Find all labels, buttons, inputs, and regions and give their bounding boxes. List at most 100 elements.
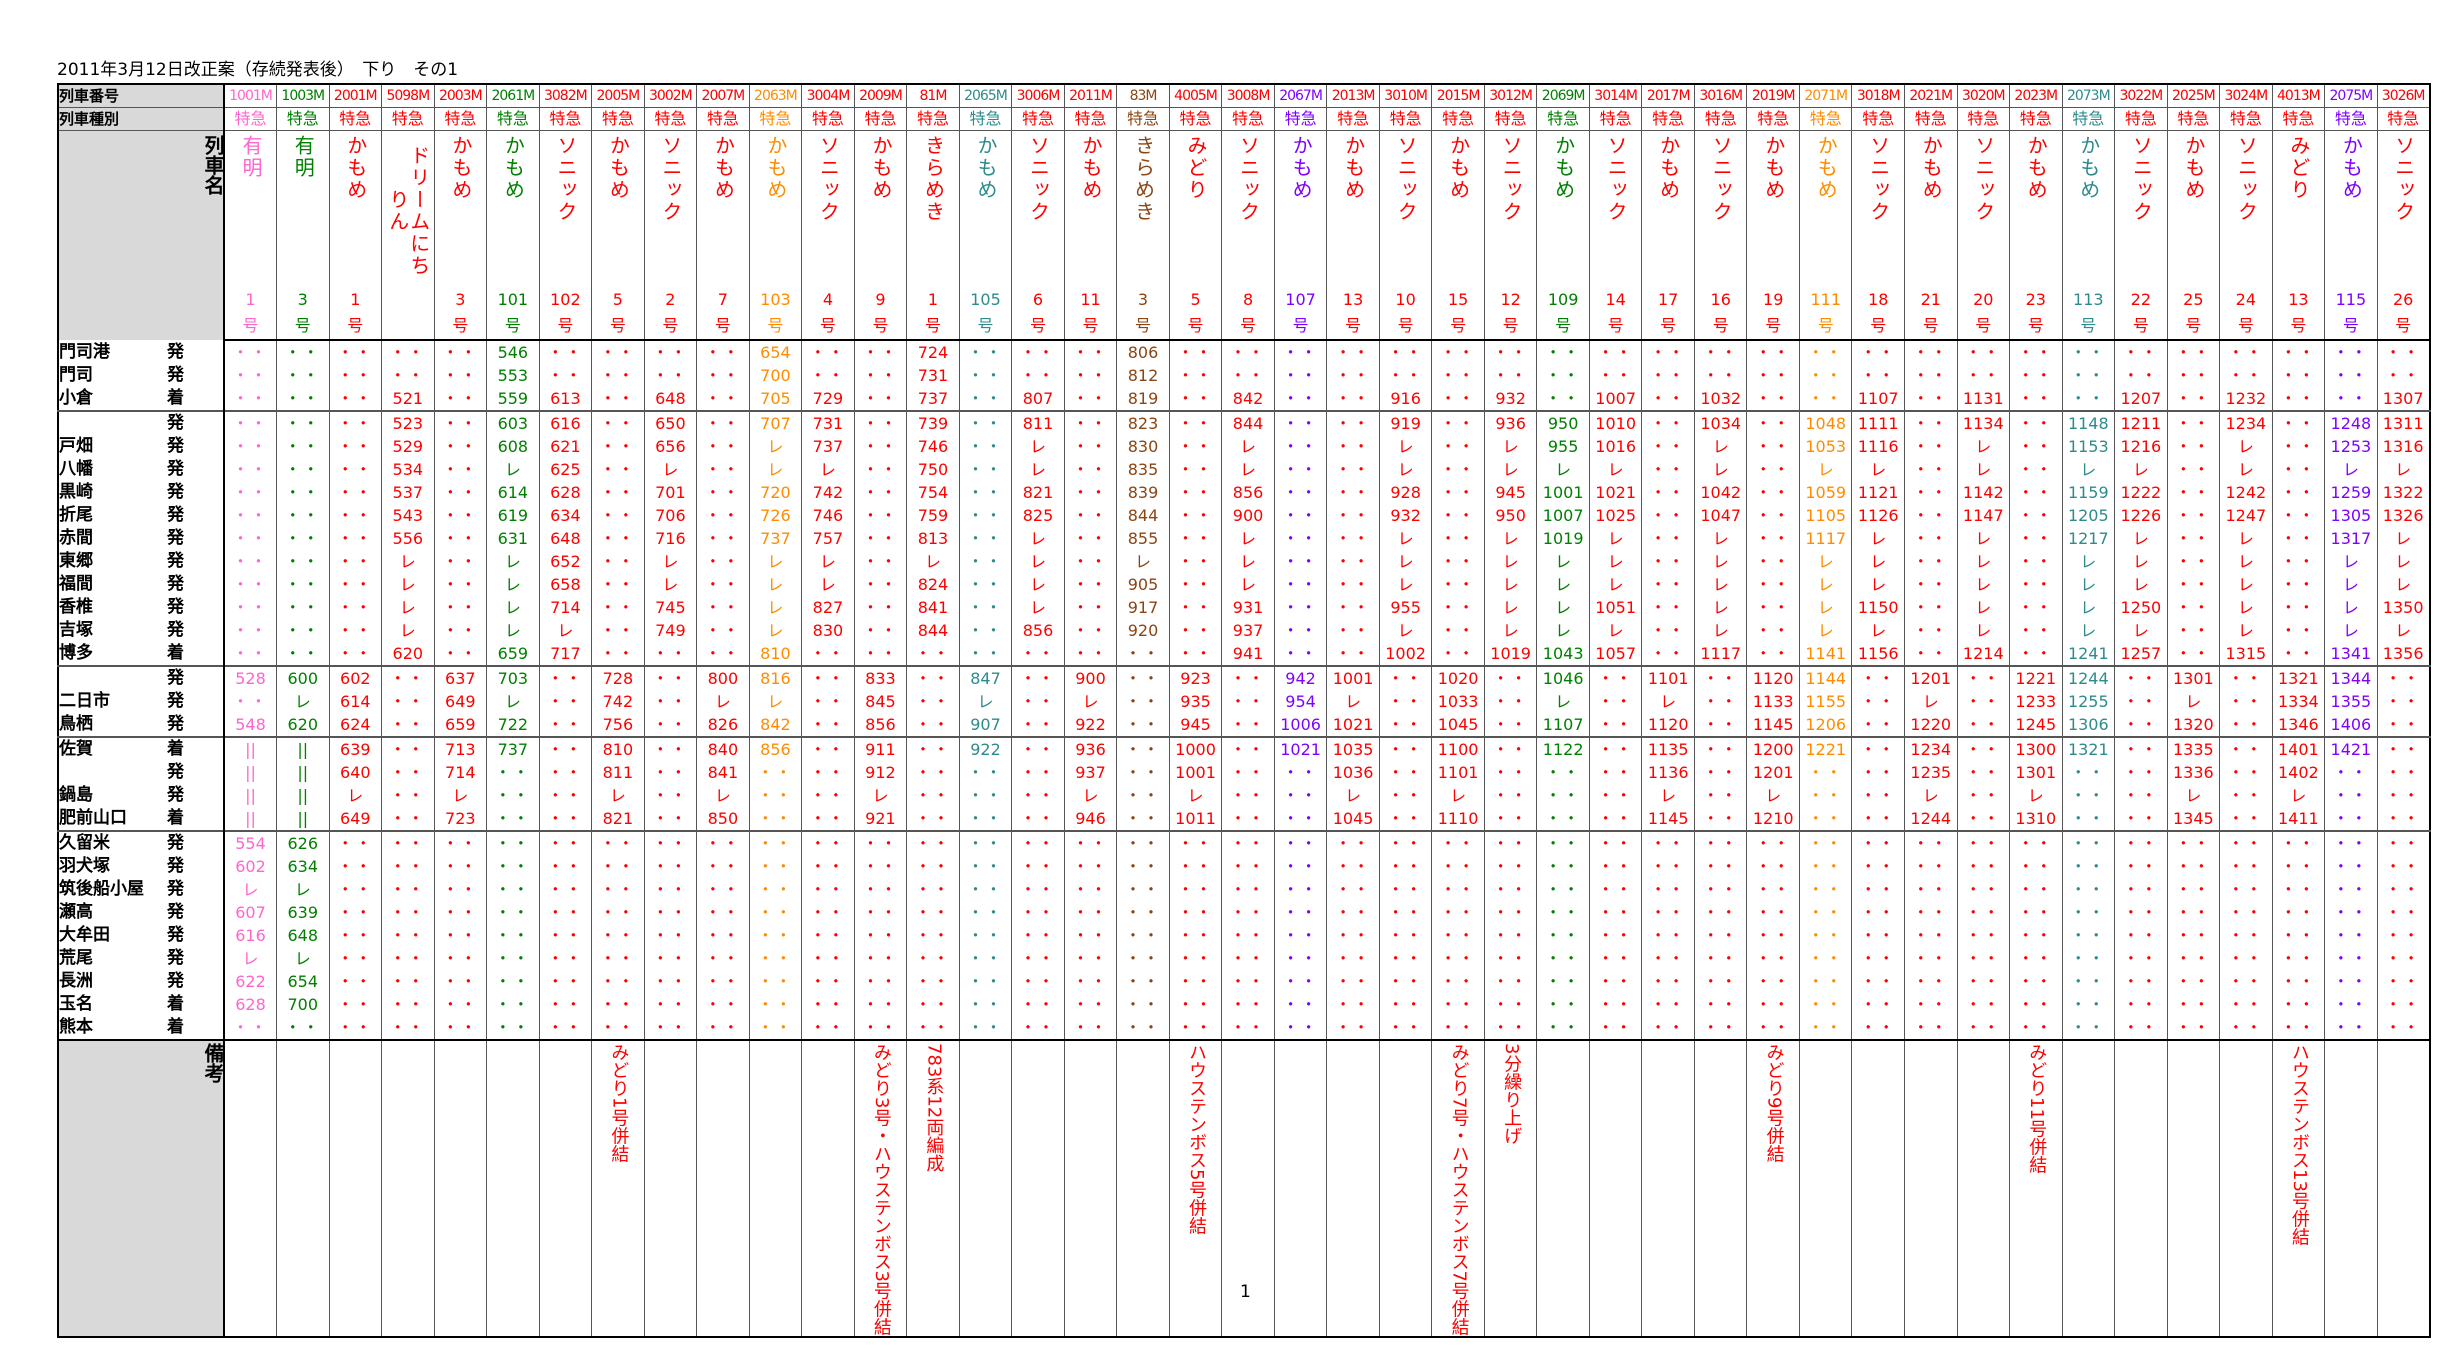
time-cell: ・・	[1221, 1016, 1275, 1040]
time-cell: レ	[1588, 527, 1642, 550]
time-cell: ・・	[958, 1016, 1012, 1040]
train-name-number: 10	[1395, 290, 1416, 309]
train-type-cell: 特急	[1221, 107, 1275, 131]
train-number-cell: 2013M	[1326, 84, 1380, 108]
time-cell: ・・	[1956, 1016, 2010, 1040]
time-cell: 823	[1116, 410, 1170, 435]
time-cell: ・・	[1693, 340, 1747, 364]
train-name-number-cell	[381, 287, 435, 341]
time-cell: ・・	[2114, 924, 2168, 947]
time-cell: 816	[748, 665, 802, 690]
time-cell: ・・	[2061, 855, 2115, 878]
time-cell: レ	[1011, 573, 1065, 596]
station-label: 鳥栖発	[58, 713, 225, 737]
station-name: 香椎	[59, 597, 93, 617]
train-number-cell: 3008M	[1221, 84, 1275, 108]
time-cell: レ	[1116, 550, 1170, 573]
time-cell: ・・	[2271, 970, 2325, 993]
time-cell: 649	[433, 690, 487, 713]
remark-text: みどり11号併結	[2026, 1043, 2048, 1174]
time-cell: ・・	[2219, 901, 2273, 924]
time-cell: ・・	[696, 435, 750, 458]
train-number-label: 列車番号	[58, 84, 225, 108]
time-cell: ・・	[1326, 410, 1380, 435]
time-cell: ・・	[1904, 504, 1958, 527]
time-cell: ・・	[1063, 924, 1117, 947]
time-cell: ・・	[1483, 993, 1537, 1016]
time-cell: 1141	[1798, 642, 1852, 666]
station-row: 吉塚発・・ ・・ ・・レ・・レレ・・ 749 ・・レ 830 ・・ 844 ・・ 856 ・・ 920…	[58, 619, 2430, 642]
time-cell: ・・	[328, 481, 382, 504]
time-cell: レ	[2376, 619, 2430, 642]
time-cell: ・・	[1221, 364, 1275, 387]
time-cell: レ	[2219, 573, 2273, 596]
time-cell: ・・	[1641, 947, 1695, 970]
time-cell: ・・	[433, 878, 487, 901]
time-cell: ・・	[1904, 993, 1958, 1016]
train-name-go: 号	[1502, 316, 1519, 335]
train-name-number: 23	[2025, 290, 2046, 309]
time-cell: ・・	[906, 642, 960, 666]
train-name-number: 14	[1605, 290, 1626, 309]
time-cell: ・・	[1273, 550, 1327, 573]
time-cell: 1053	[1798, 435, 1852, 458]
station-row: 久留米発 554 626 ・・ ・・ ・・ ・・ ・・ ・・ ・・ ・・ ・・ ・・ ・・ ・・ ・・ ・・ ・・…	[58, 830, 2430, 855]
time-cell: ・・	[1746, 596, 1800, 619]
station-name: 戸畑	[59, 436, 93, 456]
time-cell: レ	[1693, 573, 1747, 596]
time-cell: ・・	[1431, 504, 1485, 527]
time-cell: 827	[801, 596, 855, 619]
time-cell: 1002	[1378, 642, 1432, 666]
train-name-text: かもめ	[606, 135, 631, 201]
time-cell: ・・	[1273, 527, 1327, 550]
time-cell: 813	[906, 527, 960, 550]
time-cell: ・・	[328, 993, 382, 1016]
time-cell: ・・	[1693, 807, 1747, 831]
time-cell: ・・	[1221, 736, 1275, 761]
time-cell: ・・	[1536, 364, 1590, 387]
time-cell: レ	[2061, 596, 2115, 619]
station-name: 小倉	[59, 388, 93, 408]
time-cell: 919	[1378, 410, 1432, 435]
time-cell: 701	[643, 481, 697, 504]
time-cell: ・・	[223, 1016, 277, 1040]
time-cell: ・・	[2271, 855, 2325, 878]
time-cell: ・・	[381, 993, 435, 1016]
time-cell: ・・	[2376, 878, 2430, 901]
time-cell: ・・	[328, 435, 382, 458]
time-cell: ・・	[276, 435, 330, 458]
train-number-cell: 2069M	[1536, 84, 1590, 108]
time-cell: 659	[433, 713, 487, 737]
time-cell: ・・	[1378, 807, 1432, 831]
train-name-go: 号	[609, 316, 626, 335]
station-row: 羽犬塚発 602 634 ・・ ・・ ・・ ・・ ・・ ・・ ・・ ・・ ・・ ・・ ・・ ・・ ・・ ・・ ・・…	[58, 855, 2430, 878]
time-cell: 707	[748, 410, 802, 435]
station-row: 発 || || 640 ・・ 714 ・・ ・・ 811 ・・ 841 ・・ ・・ 912 ・・ ・・ ・・ 93…	[58, 761, 2430, 784]
time-cell: ・・	[1011, 993, 1065, 1016]
train-type-cell: 特急	[2376, 107, 2430, 131]
time-cell: レ	[2376, 527, 2430, 550]
remark-cell	[801, 1039, 855, 1337]
time-cell: 654	[748, 340, 802, 364]
time-cell: ・・	[2219, 830, 2273, 855]
train-name-go: 号	[2342, 316, 2359, 335]
time-cell: レ	[2114, 619, 2168, 642]
time-cell: ・・	[1326, 947, 1380, 970]
time-cell: ・・	[591, 924, 645, 947]
train-type-cell: 特急	[1326, 107, 1380, 131]
time-cell: 850	[696, 807, 750, 831]
time-cell: ・・	[591, 550, 645, 573]
time-cell: ・・	[643, 665, 697, 690]
time-cell: ・・	[1326, 855, 1380, 878]
time-cell: ・・	[2324, 387, 2378, 411]
station-name: 筑後船小屋	[59, 879, 144, 899]
time-cell: ・・	[433, 947, 487, 970]
time-cell: 624	[328, 713, 382, 737]
time-cell: 1401	[2271, 736, 2325, 761]
train-number-cell: 3006M	[1011, 84, 1065, 108]
time-cell: レ	[801, 550, 855, 573]
time-cell: 1250	[2114, 596, 2168, 619]
time-cell: ・・	[1431, 855, 1485, 878]
